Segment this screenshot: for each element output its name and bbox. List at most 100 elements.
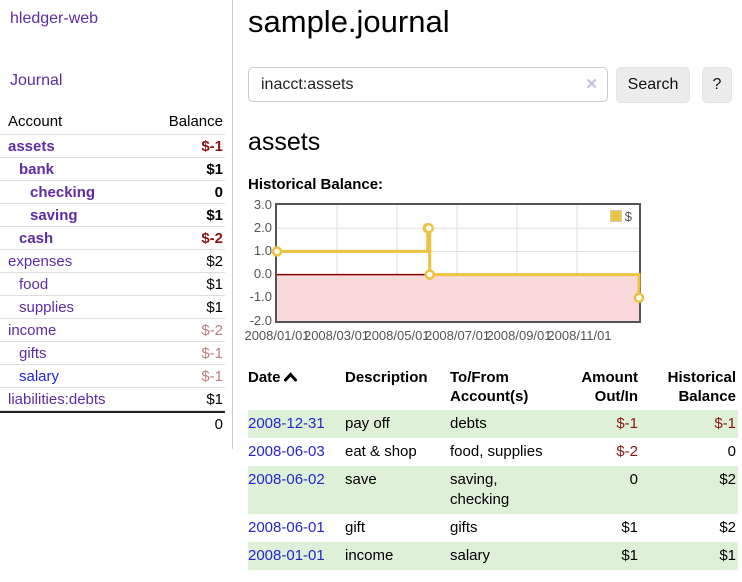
transaction-date-link[interactable]: 2008-06-02	[248, 470, 325, 488]
accounts-header: To/From Account(s)	[450, 368, 529, 405]
account-balance: $-1	[201, 137, 223, 155]
transaction-balance: $2	[719, 470, 736, 488]
account-link[interactable]: expenses	[8, 252, 73, 270]
account-column-header: Account	[8, 113, 63, 130]
account-balance: $1	[206, 160, 223, 178]
account-link[interactable]: assets	[8, 137, 55, 155]
accounts-table: Account Balance assets $-1 bank $1 check…	[0, 109, 225, 435]
account-balance: 0	[214, 183, 223, 201]
account-balance: $-1	[201, 344, 223, 362]
sort-ascending-icon	[283, 371, 297, 382]
account-link[interactable]: liabilities:debts	[8, 390, 106, 408]
legend-swatch-icon	[609, 210, 622, 223]
balance-header: Historical Balance	[667, 368, 736, 405]
account-link[interactable]: supplies	[19, 298, 75, 316]
transaction-description: eat & shop	[345, 442, 417, 460]
transaction-balance: $1	[719, 546, 736, 564]
account-balance: $-2	[201, 229, 223, 247]
main-content: sample.journal ✕ Search ? assets Histori…	[233, 0, 742, 570]
x-axis-tick-label: 2008/05/01	[364, 327, 430, 343]
transaction-date-link[interactable]: 2008-12-31	[248, 414, 325, 432]
account-link[interactable]: checking	[30, 183, 96, 201]
account-balance: $-2	[201, 321, 223, 339]
transaction-balance: $-1	[714, 414, 736, 432]
app-title-link[interactable]: hledger-web	[10, 10, 99, 27]
transaction-accounts: debts	[450, 414, 487, 432]
transaction-accounts: food, supplies	[450, 442, 543, 460]
transaction-accounts: gifts	[450, 518, 478, 536]
sort-by-date-header[interactable]: Date	[248, 366, 345, 410]
x-axis-tick-label: 2008/03/01	[303, 327, 370, 343]
chart-legend: $	[607, 207, 634, 225]
search-button[interactable]: Search	[616, 66, 690, 103]
transaction-balance: 0	[727, 442, 736, 460]
account-row-gifts: gifts $-1	[0, 342, 225, 365]
account-row-supplies: supplies $1	[0, 296, 225, 319]
chart-series	[271, 222, 645, 321]
account-balance: $1	[206, 275, 223, 293]
transaction-amount: $-1	[616, 414, 638, 432]
accounts-table-header: Account Balance	[0, 109, 225, 135]
account-row-expenses: expenses $2	[0, 250, 225, 273]
account-row-liabilities-debts: liabilities:debts $1	[0, 388, 225, 411]
account-heading: assets	[248, 127, 321, 156]
register-row: 2008-06-02 save saving, checking 0 $2	[248, 465, 738, 514]
y-axis-tick-label: 0.0	[253, 266, 272, 282]
account-link[interactable]: cash	[19, 229, 54, 247]
register-table: Date Description To/From Account(s) Amou…	[248, 366, 738, 570]
transaction-date-link[interactable]: 2008-06-03	[248, 442, 325, 460]
transaction-date-link[interactable]: 2008-06-01	[248, 518, 325, 536]
account-row-food: food $1	[0, 273, 225, 296]
transaction-description: save	[345, 470, 377, 488]
amount-header: Amount Out/In	[581, 368, 638, 405]
account-link[interactable]: bank	[19, 160, 55, 178]
x-axis-tick-label: 2008/11/01	[547, 327, 612, 343]
account-balance: $-1	[201, 367, 223, 385]
x-axis-tick-label: 2008/07/01	[424, 327, 491, 343]
historical-balance-chart: $ 3.0 2.0 1.0 0.0 -1.0 -2.0 2008/01/01 2008/03…	[244, 197, 673, 345]
account-row-checking: checking 0	[0, 181, 225, 204]
transaction-description: income	[345, 546, 394, 564]
y-axis-tick-label: 2.0	[253, 219, 272, 235]
accounts-total-row: 0	[0, 411, 225, 435]
transaction-description: pay off	[345, 414, 390, 432]
x-axis-tick-label: 2008/09/01	[486, 327, 552, 343]
y-axis-tick-label: -1.0	[249, 289, 272, 305]
transaction-amount: $1	[621, 546, 638, 564]
account-row-salary: salary $-1	[0, 365, 225, 388]
transaction-description: gift	[345, 518, 366, 536]
account-row-income: income $-2	[0, 319, 225, 342]
x-axis-tick-label: 2008/01/01	[244, 327, 310, 343]
transaction-accounts: salary	[450, 546, 491, 564]
register-header-row: Date Description To/From Account(s) Amou…	[248, 366, 738, 410]
account-balance: $2	[206, 252, 223, 270]
balance-column-header: Balance	[168, 113, 223, 130]
transaction-amount: $1	[621, 518, 638, 536]
account-link[interactable]: saving	[30, 206, 78, 224]
account-row-cash: cash $-2	[0, 227, 225, 250]
help-button[interactable]: ?	[702, 66, 732, 103]
chart-plot-area: $	[271, 202, 645, 323]
account-row-bank: bank $1	[0, 158, 225, 181]
sidebar-item-journal[interactable]: Journal	[10, 72, 63, 89]
page: hledger-web Journal Account Balance asse…	[0, 0, 742, 570]
accounts-total-value: 0	[214, 415, 223, 433]
page-title: sample.journal	[248, 4, 450, 39]
account-link[interactable]: income	[8, 321, 57, 339]
account-balance: $1	[206, 298, 223, 316]
transaction-date-link[interactable]: 2008-01-01	[248, 546, 325, 564]
clear-search-icon[interactable]: ✕	[585, 76, 598, 94]
sidebar: hledger-web Journal Account Balance asse…	[0, 0, 233, 449]
search-input[interactable]	[248, 67, 608, 103]
account-link[interactable]: food	[19, 275, 49, 293]
search-form: ✕ Search ?	[248, 66, 742, 103]
transaction-amount: 0	[629, 470, 638, 488]
y-axis-tick-label: 1.0	[253, 243, 272, 259]
account-link[interactable]: gifts	[19, 344, 47, 362]
date-header-label: Date	[248, 368, 281, 386]
register-row: 2008-06-03 eat & shop food, supplies $-2…	[248, 438, 738, 466]
account-link[interactable]: salary	[19, 367, 60, 385]
account-balance: $1	[206, 206, 223, 224]
register-row: 2008-06-01 gift gifts $1 $2	[248, 514, 738, 542]
transaction-amount: $-2	[616, 442, 638, 460]
